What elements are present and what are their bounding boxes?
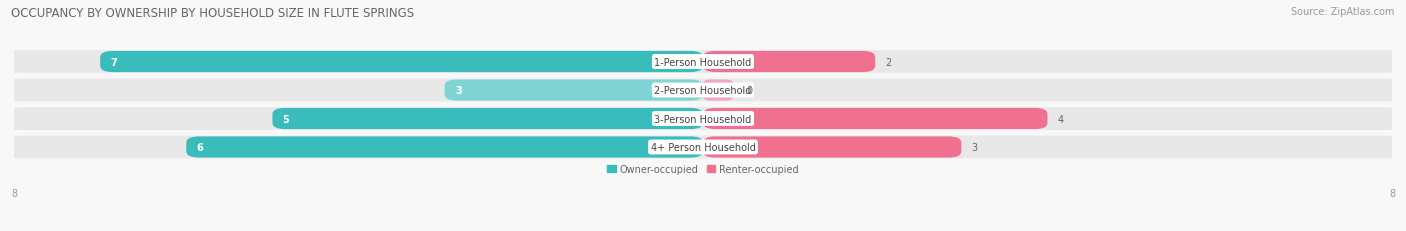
Legend: Owner-occupied, Renter-occupied: Owner-occupied, Renter-occupied xyxy=(603,160,803,178)
Text: 1-Person Household: 1-Person Household xyxy=(654,57,752,67)
Text: 3: 3 xyxy=(972,142,977,152)
FancyBboxPatch shape xyxy=(0,51,1406,74)
Text: OCCUPANCY BY OWNERSHIP BY HOUSEHOLD SIZE IN FLUTE SPRINGS: OCCUPANCY BY OWNERSHIP BY HOUSEHOLD SIZE… xyxy=(11,7,415,20)
FancyBboxPatch shape xyxy=(444,80,703,101)
Text: 6: 6 xyxy=(197,142,204,152)
Text: 3-Person Household: 3-Person Household xyxy=(654,114,752,124)
Text: 4: 4 xyxy=(1057,114,1064,124)
Text: 5: 5 xyxy=(283,114,290,124)
FancyBboxPatch shape xyxy=(0,108,1406,130)
Text: 4+ Person Household: 4+ Person Household xyxy=(651,142,755,152)
FancyBboxPatch shape xyxy=(703,137,962,158)
Text: Source: ZipAtlas.com: Source: ZipAtlas.com xyxy=(1291,7,1395,17)
FancyBboxPatch shape xyxy=(273,108,703,130)
Text: 2: 2 xyxy=(886,57,891,67)
FancyBboxPatch shape xyxy=(703,80,733,101)
FancyBboxPatch shape xyxy=(703,52,875,73)
Text: 7: 7 xyxy=(111,57,117,67)
Text: 3: 3 xyxy=(456,86,461,96)
FancyBboxPatch shape xyxy=(100,52,703,73)
FancyBboxPatch shape xyxy=(0,136,1406,159)
Text: 0: 0 xyxy=(747,86,752,96)
FancyBboxPatch shape xyxy=(0,79,1406,102)
FancyBboxPatch shape xyxy=(186,137,703,158)
FancyBboxPatch shape xyxy=(703,108,1047,130)
Text: 2-Person Household: 2-Person Household xyxy=(654,86,752,96)
